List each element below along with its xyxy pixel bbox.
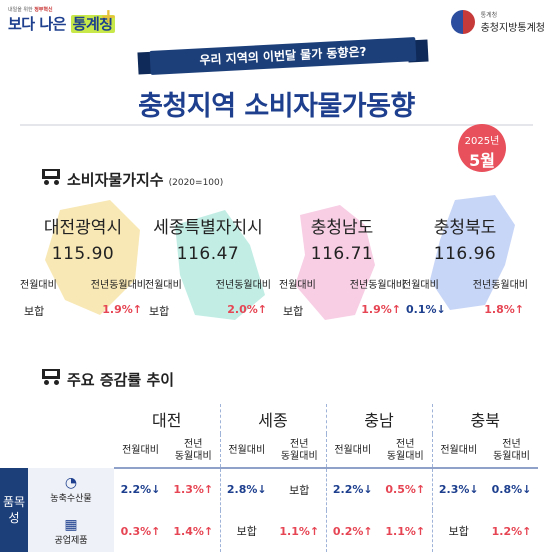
shopping-cart-icon bbox=[38, 168, 62, 185]
yoy-value: 2.0%↑ bbox=[227, 303, 267, 316]
region-index: 116.47 bbox=[176, 244, 240, 264]
cpi-section-title: 소비자물가지수 bbox=[67, 171, 164, 189]
sub-header-row: 전월대비 전년 동월대비 전월대비 전년 동월대비 전월대비 전년 동월대비 전월대비… bbox=[0, 434, 538, 469]
item-agri: ◔ 농축수산물 bbox=[28, 468, 114, 510]
region-name: 대전광역시 bbox=[43, 218, 123, 238]
chungbuk-map-icon bbox=[430, 195, 515, 310]
col-mom: 전월대비 bbox=[325, 434, 379, 469]
period-month: 5월 bbox=[469, 151, 495, 170]
region-header-row: 대전 세종 충남 충북 bbox=[0, 404, 538, 434]
value-cell: 1.3%↑ bbox=[173, 483, 214, 496]
trend-section-title: 주요 증감률 추이 bbox=[67, 371, 175, 389]
table-row: ▦ 공업제품 0.3%↑ 1.4%↑ 보합 1.1%↑ 0.2%↑ 1.1%↑ 보… bbox=[0, 510, 538, 552]
sejong-map-icon bbox=[175, 210, 265, 320]
value-cell: 0.3%↑ bbox=[120, 524, 161, 538]
yoy-label: 전년동월대비 bbox=[90, 280, 146, 291]
mom-value: 보합 bbox=[24, 305, 45, 318]
mom-label: 전월대비 bbox=[20, 280, 57, 291]
col-yoy: 전년 동월대비 bbox=[273, 434, 326, 469]
agency-name: 충청지방통계청 bbox=[480, 23, 545, 34]
col-mom: 전월대비 bbox=[114, 434, 167, 469]
shopping-cart-icon bbox=[38, 368, 62, 385]
item-name: 공업제품 bbox=[54, 535, 88, 546]
agency-parent: 통계청 bbox=[480, 12, 498, 19]
mom-value: 보합 bbox=[149, 305, 170, 318]
yoy-value: 1.9%↑ bbox=[361, 303, 401, 316]
value-cell: 보합 bbox=[431, 510, 485, 552]
agency-logo: 통계청 충청지방통계청 bbox=[450, 10, 545, 34]
value-cell: 1.1%↑ bbox=[279, 524, 320, 538]
region-card-daejeon: 대전광역시 115.90 전월대비 전년동월대비 보합 1.9%↑ bbox=[18, 213, 148, 319]
col-yoy: 전년 동월대비 bbox=[167, 434, 220, 469]
daejeon-map-icon bbox=[45, 200, 140, 315]
region-card-chungbuk: 충청북도 116.96 전월대비 전년동월대비 0.1%↓ 1.8%↑ bbox=[400, 213, 530, 316]
region-index: 115.90 bbox=[51, 244, 115, 264]
logo-tagline-highlight: 정부혁신 bbox=[34, 7, 53, 13]
banner-text: 우리 지역의 이번달 물가 동향은? bbox=[199, 44, 367, 68]
chungnam-map-icon bbox=[295, 205, 375, 320]
taegeuk-emblem-icon bbox=[450, 10, 475, 34]
logo-tagline: 내일을 위한 bbox=[8, 7, 33, 13]
mom-label: 전월대비 bbox=[279, 280, 316, 291]
col-region-daejeon: 대전 bbox=[152, 411, 182, 430]
logo-name-part2: 통계청 bbox=[70, 15, 115, 33]
region-name: 충청북도 bbox=[433, 218, 497, 238]
side-label: 품목성 bbox=[0, 468, 28, 552]
col-mom: 전월대비 bbox=[431, 434, 485, 469]
yoy-label: 전년동월대비 bbox=[215, 280, 271, 291]
value-cell: 0.2%↑ bbox=[325, 510, 379, 552]
item-name: 농축수산물 bbox=[50, 493, 92, 504]
value-cell: 2.3%↓ bbox=[431, 468, 485, 510]
gov-innovation-logo: 내일을 위한 정부혁신 보다 나은 통계청 + bbox=[8, 4, 117, 34]
period-year: 2025년 bbox=[464, 136, 500, 147]
value-cell: 보합 bbox=[219, 510, 273, 552]
logo-name-part1: 보다 나은 bbox=[8, 15, 66, 33]
col-yoy: 전년 동월대비 bbox=[379, 434, 432, 469]
mom-label: 전월대비 bbox=[402, 280, 439, 291]
period-badge: 2025년 5월 bbox=[458, 124, 506, 172]
mom-label: 전월대비 bbox=[145, 280, 182, 291]
cpi-base-note: (2020=100) bbox=[168, 178, 224, 188]
value-cell: 1.4%↑ bbox=[173, 524, 214, 538]
item-industrial: ▦ 공업제품 bbox=[28, 510, 114, 552]
value-cell: 1.1%↑ bbox=[385, 524, 426, 538]
yoy-label: 전년동월대비 bbox=[472, 280, 528, 291]
region-name: 세종특별자치시 bbox=[153, 218, 263, 238]
region-name: 충청남도 bbox=[310, 218, 374, 238]
value-cell: 보합 bbox=[289, 483, 310, 497]
value-cell: 0.5%↑ bbox=[385, 483, 426, 496]
region-card-sejong: 세종특별자치시 116.47 전월대비 전년동월대비 보합 2.0%↑ bbox=[143, 213, 273, 319]
factory-box-icon: ▦ bbox=[64, 516, 78, 533]
col-region-chungnam: 충남 bbox=[325, 404, 432, 434]
value-cell: 1.2%↑ bbox=[491, 524, 532, 538]
col-yoy: 전년 동월대비 bbox=[485, 434, 538, 469]
col-region-sejong: 세종 bbox=[219, 404, 326, 434]
mom-value: 보합 bbox=[283, 305, 304, 318]
mom-value: 0.1%↓ bbox=[406, 303, 446, 316]
table-row: 품목성 ◔ 농축수산물 2.2%↓ 1.3%↑ 2.8%↓ 보합 2.2%↓ 0.… bbox=[0, 468, 538, 552]
region-index: 116.71 bbox=[310, 244, 374, 264]
trend-table: 대전 세종 충남 충북 전월대비 전년 동월대비 전월대비 전년 동월대비 전월대비… bbox=[0, 404, 538, 552]
value-cell: 2.2%↓ bbox=[120, 483, 161, 496]
trend-section-header: 주요 증감률 추이 bbox=[38, 368, 174, 390]
yoy-value: 1.9%↑ bbox=[102, 303, 142, 316]
region-card-chungnam: 충청남도 116.71 전월대비 전년동월대비 보합 1.9%↑ bbox=[277, 213, 407, 319]
region-index: 116.96 bbox=[433, 244, 497, 264]
plus-icon: + bbox=[100, 4, 117, 28]
yoy-label: 전년동월대비 bbox=[349, 280, 405, 291]
col-region-chungbuk: 충북 bbox=[431, 404, 538, 434]
page-title: 충청지역 소비자물가동향 bbox=[138, 91, 415, 122]
piggy-bank-icon: ◔ bbox=[64, 474, 78, 491]
yoy-value: 1.8%↑ bbox=[484, 303, 524, 316]
value-cell: 2.2%↓ bbox=[325, 468, 379, 510]
col-mom: 전월대비 bbox=[219, 434, 273, 469]
value-cell: 2.8%↓ bbox=[219, 468, 273, 510]
banner-ribbon: 우리 지역의 이번달 물가 동향은? bbox=[137, 37, 429, 75]
cpi-section-header: 소비자물가지수 (2020=100) bbox=[38, 168, 223, 190]
value-cell: 0.8%↓ bbox=[491, 483, 532, 496]
title-divider bbox=[20, 124, 533, 126]
